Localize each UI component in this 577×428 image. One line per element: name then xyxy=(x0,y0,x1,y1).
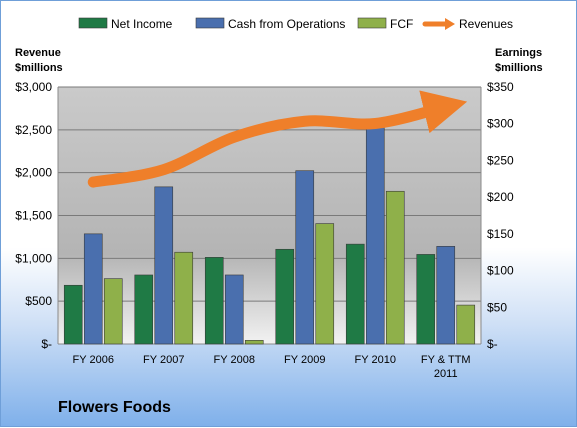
bar xyxy=(416,254,436,345)
legend-swatch xyxy=(78,17,108,29)
right-tick-label: $150 xyxy=(487,227,514,241)
left-tick-label: $2,000 xyxy=(15,166,52,180)
legend-label: Cash from Operations xyxy=(228,17,345,31)
bar xyxy=(365,119,385,345)
left-tick-label: $2,500 xyxy=(15,123,52,137)
right-tick-label: $50 xyxy=(487,300,507,314)
right-axis-subtitle: $millions xyxy=(495,62,543,74)
left-tick-label: $- xyxy=(41,337,52,351)
bar xyxy=(275,248,295,345)
bar xyxy=(154,186,174,345)
right-tick-label: $- xyxy=(487,337,498,351)
category-label: FY 2008 xyxy=(214,354,255,366)
left-tick-label: $1,000 xyxy=(15,251,52,265)
bar xyxy=(456,304,476,345)
bar xyxy=(204,257,224,345)
left-tick-label: $500 xyxy=(25,294,52,308)
bar xyxy=(385,190,405,345)
left-tick-label: $1,500 xyxy=(15,209,52,223)
bar xyxy=(345,243,365,345)
legend-label: FCF xyxy=(390,17,413,31)
right-tick-label: $100 xyxy=(487,264,514,278)
left-axis-title: Revenue xyxy=(15,47,61,59)
bar xyxy=(315,223,335,345)
bar xyxy=(436,246,456,345)
bar xyxy=(295,170,315,345)
bar xyxy=(244,340,264,345)
category-label: FY 2010 xyxy=(355,354,396,366)
right-tick-label: $200 xyxy=(487,190,514,204)
category-label: 2011 xyxy=(434,368,458,380)
bar xyxy=(103,278,123,345)
legend-arrow xyxy=(445,18,455,30)
bar xyxy=(63,284,83,345)
right-axis-title: Earnings xyxy=(495,47,542,59)
legend-swatch xyxy=(357,17,387,29)
right-tick-label: $250 xyxy=(487,153,514,167)
legend-swatch xyxy=(195,17,225,29)
category-label: FY 2006 xyxy=(73,354,114,366)
legend-label: Revenues xyxy=(459,17,513,31)
legend-label: Net Income xyxy=(111,17,173,31)
category-label: FY & TTM xyxy=(421,354,471,366)
left-axis-subtitle: $millions xyxy=(15,62,63,74)
bar xyxy=(224,274,244,345)
bar xyxy=(134,274,154,345)
chart-title: Flowers Foods xyxy=(58,399,171,416)
bar xyxy=(174,251,194,345)
left-tick-label: $3,000 xyxy=(15,80,52,94)
right-tick-label: $300 xyxy=(487,117,514,131)
revenues-line xyxy=(87,90,468,188)
category-label: FY 2009 xyxy=(284,354,325,366)
right-tick-label: $350 xyxy=(487,80,514,94)
category-label: FY 2007 xyxy=(143,354,184,366)
bar xyxy=(83,233,103,345)
